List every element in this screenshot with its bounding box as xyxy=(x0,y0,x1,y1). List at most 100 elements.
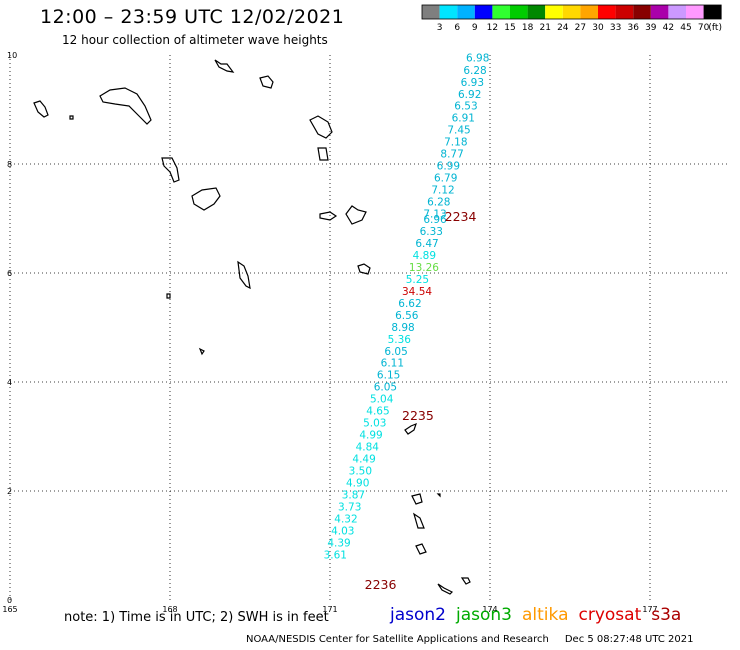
swh-value: 6.47 xyxy=(415,238,438,250)
lat-tick-label: 0 xyxy=(7,596,12,605)
island xyxy=(198,347,205,356)
lat-tick-label: 4 xyxy=(7,378,12,387)
island xyxy=(345,205,367,225)
swh-value: 13.26 xyxy=(409,262,439,274)
color-swatch xyxy=(422,5,440,19)
swh-value: 4.84 xyxy=(356,442,380,454)
island-outlines xyxy=(33,59,471,595)
swh-value: 6.28 xyxy=(463,65,486,77)
swh-value: 6.62 xyxy=(398,298,421,310)
swh-value: 6.53 xyxy=(454,101,477,113)
island xyxy=(319,211,338,221)
lon-tick-label: 168 xyxy=(162,605,177,614)
swh-value: 4.03 xyxy=(331,526,354,538)
color-scale-label: 39 xyxy=(645,23,657,33)
swh-value: 6.56 xyxy=(395,310,419,322)
color-swatch xyxy=(492,5,510,19)
swh-value: 3.73 xyxy=(338,502,361,514)
island xyxy=(191,187,221,211)
lat-tick-label: 2 xyxy=(7,487,12,496)
swh-value: 5.03 xyxy=(363,418,386,430)
island xyxy=(166,293,171,299)
color-swatch xyxy=(598,5,616,19)
swh-value: 6.33 xyxy=(420,226,443,238)
island xyxy=(317,147,329,161)
color-swatch xyxy=(686,5,704,19)
color-swatch xyxy=(615,5,634,19)
color-swatch xyxy=(457,5,475,19)
island xyxy=(237,260,251,290)
time-label: 2234 xyxy=(445,209,477,224)
island xyxy=(309,115,333,139)
lat-tick-label: 8 xyxy=(7,160,12,169)
swh-value: 6.93 xyxy=(461,77,484,89)
swh-value: 7.13 xyxy=(423,208,446,220)
swh-value: 4.32 xyxy=(334,514,357,526)
swh-value: 6.98 xyxy=(466,53,489,65)
island xyxy=(436,493,441,498)
swh-value: 6.11 xyxy=(381,358,404,370)
lon-tick-label: 165 xyxy=(2,605,17,614)
swh-value: 4.89 xyxy=(413,250,436,262)
color-scale-label: 18 xyxy=(522,23,534,33)
color-swatch xyxy=(527,5,546,19)
swh-value: 8.98 xyxy=(391,322,414,334)
footer-source: NOAA/NESDIS Center for Satellite Applica… xyxy=(246,634,549,645)
color-scale-label: 15 xyxy=(504,23,515,33)
color-swatch xyxy=(633,5,651,19)
time-label: 2236 xyxy=(365,577,397,592)
color-swatch xyxy=(562,5,581,19)
island xyxy=(411,493,423,505)
swh-value: 4.65 xyxy=(366,406,389,418)
island xyxy=(161,157,180,183)
swh-value: 7.12 xyxy=(431,184,454,196)
satellite-name: altika xyxy=(522,605,569,625)
swh-value: 6.15 xyxy=(377,370,400,382)
color-swatch xyxy=(703,5,722,19)
lon-tick-label: 177 xyxy=(642,605,657,614)
color-scale-label: 21 xyxy=(539,23,550,33)
color-scale-label: 3 xyxy=(437,23,443,33)
map-title: 12:00 – 23:59 UTC 12/02/2021 xyxy=(40,6,345,28)
color-scale-label: 45 xyxy=(680,23,691,33)
grid-lines xyxy=(9,55,730,600)
satellite-name: jason3 xyxy=(456,605,512,625)
swh-value: 34.54 xyxy=(402,286,432,298)
swh-value: 6.96 xyxy=(423,214,447,226)
swh-value: 6.05 xyxy=(374,382,397,394)
island xyxy=(357,263,371,275)
swh-value: 6.99 xyxy=(437,160,460,172)
swh-value: 5.36 xyxy=(388,334,412,346)
swh-labels: 6.986.286.936.926.536.917.457.188.776.99… xyxy=(324,53,490,562)
lat-tick-label: 10 xyxy=(7,51,17,60)
swh-value: 5.04 xyxy=(370,394,394,406)
footer: NOAA/NESDIS Center for Satellite Applica… xyxy=(246,634,693,645)
units-note: note: 1) Time is in UTC; 2) SWH is in fe… xyxy=(64,610,329,625)
color-swatch xyxy=(650,5,669,19)
color-scale-label: 36 xyxy=(627,23,639,33)
island xyxy=(415,543,427,555)
swh-value: 4.39 xyxy=(327,538,350,550)
swh-value: 3.50 xyxy=(349,466,372,478)
color-swatch xyxy=(668,5,686,19)
lat-tick-label: 6 xyxy=(7,269,12,278)
map-subtitle: 12 hour collection of altimeter wave hei… xyxy=(62,33,328,47)
island xyxy=(412,512,425,529)
swh-value: 4.90 xyxy=(346,478,369,490)
satellite-name: jason2 xyxy=(390,605,446,625)
swh-value: 6.91 xyxy=(452,112,475,124)
satellite-name: cryosat xyxy=(578,605,642,625)
island xyxy=(437,583,454,595)
color-scale-label: 42 xyxy=(663,23,674,33)
swh-value: 6.92 xyxy=(458,89,481,101)
time-label: 2235 xyxy=(402,408,434,423)
swh-value: 7.45 xyxy=(447,124,470,136)
swh-value: 6.05 xyxy=(384,346,407,358)
lon-tick-label: 174 xyxy=(482,605,497,614)
footer-timestamp: Dec 5 08:27:48 UTC 2021 xyxy=(564,634,694,645)
color-scale-label: 30 xyxy=(592,23,604,33)
island xyxy=(460,577,471,585)
lon-tick-label: 171 xyxy=(322,605,337,614)
island xyxy=(404,422,417,435)
